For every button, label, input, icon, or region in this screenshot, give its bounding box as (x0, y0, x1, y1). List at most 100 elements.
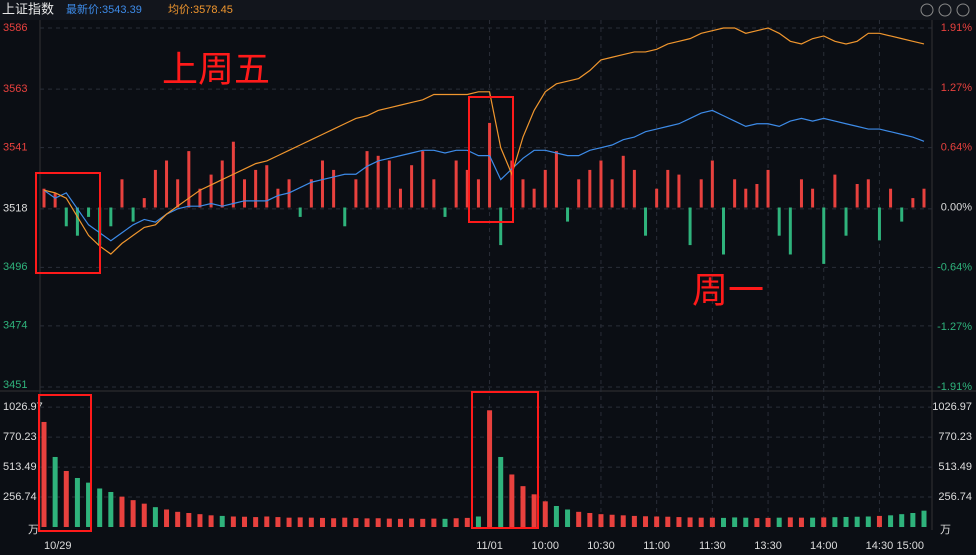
refresh-button[interactable] (920, 3, 934, 17)
flow-bar (476, 179, 480, 208)
volume-bar (175, 511, 181, 527)
zoom-out-button[interactable] (956, 3, 970, 17)
volume-bar (676, 517, 682, 527)
volume-bar (698, 517, 704, 527)
flow-bar (153, 169, 157, 208)
volume-unit: 万 (940, 524, 951, 536)
x-tick-label: 11/01 (476, 540, 503, 552)
flow-bar (621, 155, 625, 208)
y2-tick-label: -0.64% (937, 262, 972, 274)
flow-bar (900, 207, 904, 222)
y2-tick-label: 0.00% (941, 201, 972, 213)
annotation: 上周五 (162, 49, 270, 90)
volume-bar (631, 515, 637, 527)
volume-bar (720, 517, 726, 527)
volume-bar (375, 518, 381, 527)
volume-bar (409, 518, 415, 527)
volume-bar (854, 516, 860, 527)
y2-tick-label: -1.91% (937, 381, 972, 393)
flow-bar (488, 122, 492, 208)
volume-bar (531, 494, 537, 527)
flow-bar (209, 174, 213, 208)
flow-bar (198, 188, 202, 208)
highlight-box (35, 172, 101, 274)
y2-tick-label: 1.27% (941, 82, 972, 94)
flow-bar (811, 188, 815, 208)
y-tick-label: 3518 (3, 203, 27, 215)
flow-bar (710, 160, 714, 208)
volume-bar (509, 474, 515, 527)
volume-tick-label: 1026.97 (932, 401, 972, 413)
volume-bar (732, 517, 738, 527)
flow-bar (343, 207, 347, 227)
flow-bar (911, 198, 915, 208)
volume-bar (275, 517, 281, 527)
flow-bar (165, 160, 169, 208)
volume-tick-label: 256.74 (938, 491, 972, 503)
x-tick-label: 10:30 (587, 540, 615, 552)
volume-bar (620, 515, 626, 527)
flow-bar (688, 207, 692, 246)
volume-bar (119, 496, 125, 527)
flow-bar (365, 151, 369, 208)
volume-bar (197, 514, 203, 527)
volume-tick-label: 256.74 (3, 491, 37, 503)
volume-bar (665, 516, 671, 527)
volume-tick-label: 1026.97 (3, 401, 43, 413)
flow-bar (699, 179, 703, 208)
volume-bar (264, 516, 270, 527)
flow-bar (254, 169, 258, 208)
y-tick-label: 3474 (3, 320, 27, 332)
volume-bar (876, 515, 882, 527)
highlight-box (471, 391, 539, 529)
flow-bar (265, 165, 269, 208)
volume-bar (230, 516, 236, 527)
volume-bar (487, 410, 493, 527)
flow-bar (599, 160, 603, 208)
flow-bar (220, 160, 224, 208)
highlight-box (468, 96, 514, 223)
flow-bar (844, 207, 848, 236)
volume-bar (843, 516, 849, 527)
price-line (43, 109, 925, 242)
flow-bar (376, 155, 380, 208)
volume-bar (475, 516, 481, 527)
volume-bar (164, 509, 170, 527)
volume-bar (286, 517, 292, 527)
zoom-in-button[interactable] (938, 3, 952, 17)
x-tick-label: 15:00 (896, 540, 924, 552)
volume-bar (41, 421, 47, 527)
volume-bar (598, 514, 604, 527)
header-bar (0, 0, 976, 20)
flow-bar (521, 179, 525, 208)
volume-bar (431, 518, 437, 527)
y2-tick-label: -1.27% (937, 321, 972, 333)
flow-bar (443, 207, 447, 217)
flow-bar (822, 207, 826, 264)
flow-bar (176, 179, 180, 208)
latest-price: 最新价:3543.39 (66, 2, 142, 16)
volume-bar (910, 512, 916, 527)
y-tick-label: 3563 (3, 83, 27, 95)
volume-bar (97, 488, 103, 527)
volume-bar (63, 470, 69, 527)
volume-bar (709, 517, 715, 527)
x-tick-label: 13:30 (754, 540, 782, 552)
volume-bar (253, 517, 259, 527)
volume-bar (542, 501, 548, 527)
flow-bar (131, 207, 135, 222)
flow-bar (922, 188, 926, 208)
x-tick-label: 11:30 (699, 540, 726, 552)
volume-bar (308, 517, 314, 527)
flow-bar (766, 169, 770, 208)
flow-bar (465, 169, 469, 208)
x-tick-label: 14:30 (866, 540, 894, 552)
volume-bar (331, 518, 337, 527)
flow-bar (777, 207, 781, 236)
volume-bar (498, 456, 504, 527)
volume-bar (810, 517, 816, 527)
flow-bar (410, 165, 414, 208)
volume-bar (464, 517, 470, 527)
y-tick-label: 3496 (3, 261, 27, 273)
